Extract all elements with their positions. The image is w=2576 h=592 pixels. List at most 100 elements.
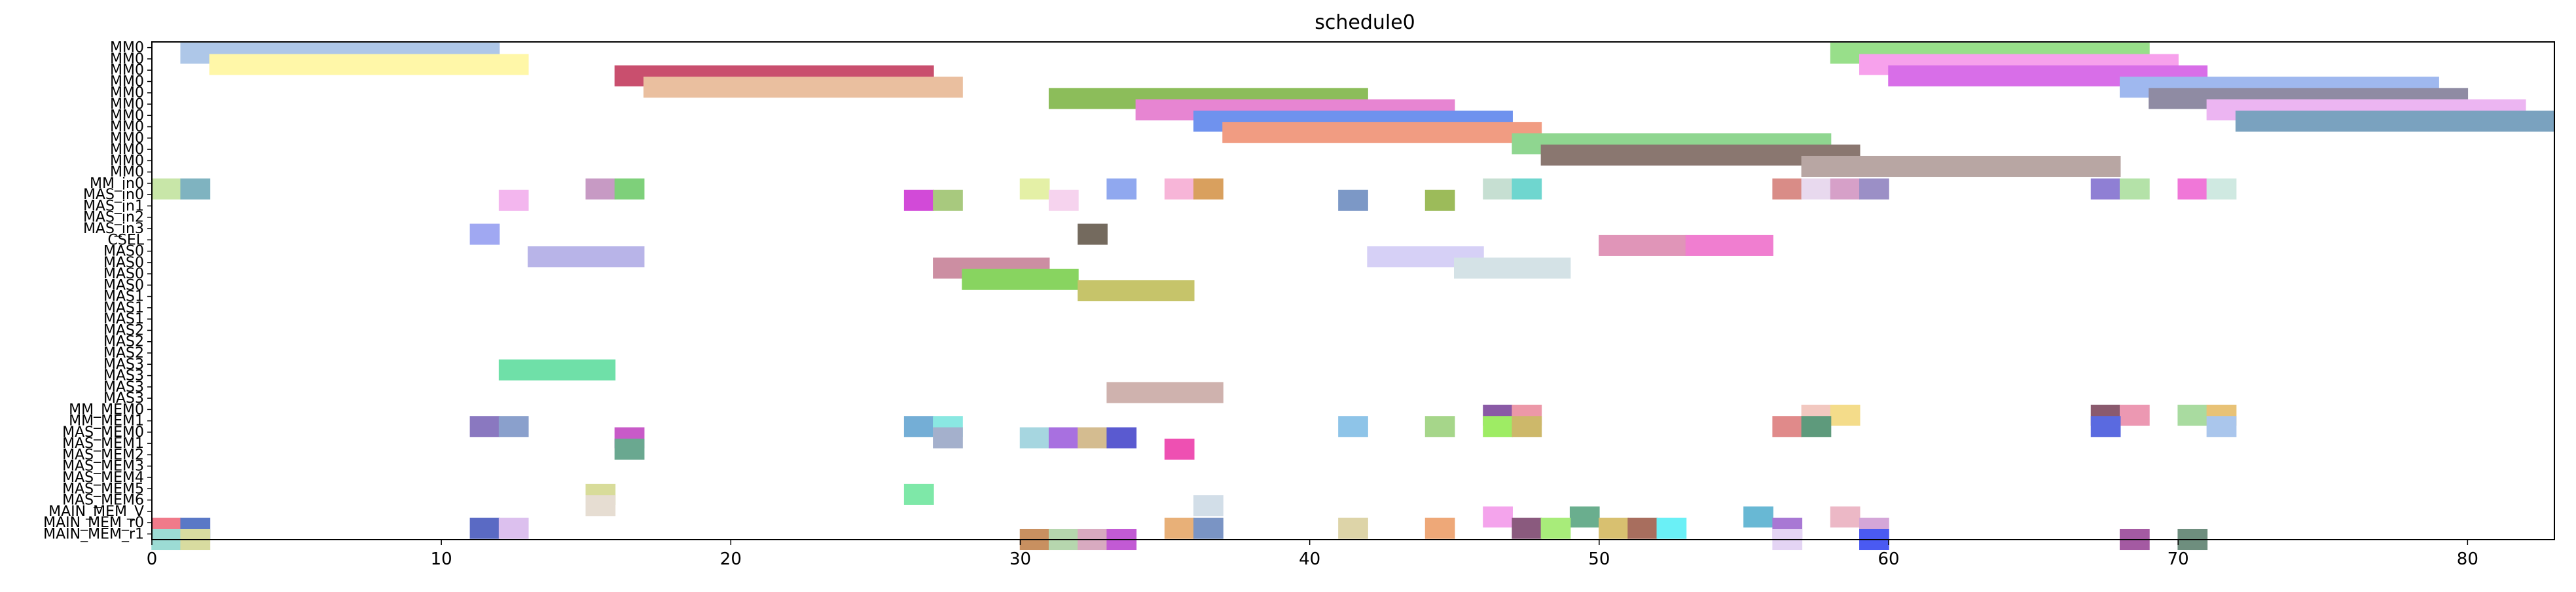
gantt-bar [1019,427,1050,449]
y-tick-label: MAS_MEM3 [62,458,144,475]
gantt-bar [469,517,500,539]
y-tick-label: MAS2 [103,334,144,350]
y-tick-label: MM0 [110,62,144,79]
gantt-bar [1830,506,1860,528]
x-axis: 0 10 20 30 40 50 60 70 80 [147,540,2478,569]
gantt-bar [643,77,963,98]
y-tick-label: MM0 [110,141,144,158]
y-tick-label: MM0 [110,130,144,147]
gantt-bar [1830,178,1860,200]
y-tick-label: MAS_MEM5 [62,481,144,497]
gantt-bar [1078,280,1195,302]
chart-title: schedule0 [1315,11,1415,34]
gantt-bar [933,427,963,449]
gantt-bar [614,178,645,200]
gantt-bar [1483,178,1513,200]
y-tick-label: MAS0 [103,266,144,282]
gantt-bar [1078,427,1108,449]
gantt-bar [1540,517,1571,539]
y-tick-label: MM_MEM1 [69,413,144,430]
y-tick-label: MAS_in0 [83,187,144,203]
y-tick-label: MAIN_MEM_r0 [43,515,144,531]
x-tick-label: 30 [1009,549,1031,569]
y-tick-label: MM0 [110,119,144,136]
gantt-bar [1164,517,1195,539]
y-tick-label: MAS1 [103,300,144,316]
gantt-bar [1048,427,1079,449]
gantt-bar [1048,189,1079,211]
gantt-bar [1454,257,1571,279]
gantt-bar [1801,416,1832,437]
gantt-bar [1424,517,1455,539]
y-tick-label: MAS_in1 [83,198,144,214]
gantt-bar [585,178,616,200]
gantt-bar [1424,189,1455,211]
y-tick-label: MM0 [110,96,144,113]
x-tick-label: 60 [1878,549,1899,569]
gantt-bar [1685,234,1773,256]
y-tick-label: MAS0 [103,244,144,260]
gantt-bar [1106,178,1137,200]
gantt-bar [1222,122,1542,143]
plot-frame [151,41,2555,540]
gantt-bar [933,189,963,211]
gantt-bar [1801,178,1832,200]
y-tick-label: MAS3 [103,390,144,407]
y-tick-label: MAS3 [103,368,144,384]
gantt-bar [1483,416,1513,437]
y-tick-label: MAS3 [103,379,144,396]
gantt-bar [1078,223,1108,245]
y-axis: MM0MM0MM0MM0MM0MM0MM0MM0MM0MM0MM0MM0MM_i… [43,40,152,542]
gantt-bar [209,54,529,75]
gantt-bar [528,246,645,268]
y-tick-label: MAS0 [103,277,144,293]
gantt-bar [1599,234,1687,256]
y-tick-label: MM_MEM0 [69,401,144,418]
gantt-bar [1627,517,1658,539]
gantt-bar [903,416,934,437]
gantt-bar [1483,506,1513,528]
gantt-bar [1106,427,1137,449]
gantt-bar [469,223,500,245]
y-tick-label: MM0 [110,73,144,90]
x-tick-label: 0 [147,549,158,569]
y-tick-label: MM0 [110,153,144,169]
gantt-bar [2090,416,2121,437]
gantt-bar [1193,495,1224,517]
gantt-bar [1338,189,1368,211]
gantt-bar [903,483,934,505]
x-tick-label: 20 [720,549,742,569]
gantt-bar [180,178,211,200]
gantt-bar [1772,416,1803,437]
y-tick-label: MAS_MEM1 [62,435,144,452]
gantt-bar [1743,506,1773,528]
gantt-bar [2120,404,2150,426]
gantt-bar [1106,382,1224,403]
gantt-bar [498,189,529,211]
gantt-bar [2206,178,2237,200]
gantt-bar [1569,506,1600,528]
x-tick-label: 70 [2168,549,2189,569]
y-tick-label: MM_in0 [90,176,144,192]
gantt-bar [498,416,529,437]
y-tick-label: MAS_in2 [83,210,144,226]
gantt-bar [1801,155,2121,177]
gantt-bar [1512,178,1542,200]
x-tick-label: 50 [1588,549,1610,569]
gantt-bar [2090,178,2121,200]
gantt-bar [962,268,1079,290]
gantt-bar [1512,416,1542,437]
bars-layer [151,43,2555,551]
y-tick-label: MAS0 [103,255,144,271]
gantt-bar [498,517,529,539]
y-tick-label: MAIN_MEM_r1 [43,526,144,542]
gantt-bar [1512,517,1542,539]
y-tick-label: MAS2 [103,322,144,339]
gantt-bar [585,495,616,517]
y-tick-label: MAS1 [103,311,144,327]
y-tick-label: MAS_MEM2 [62,447,144,463]
y-tick-label: CSEL [108,232,145,248]
y-tick-label: MAS3 [103,356,144,373]
x-tick-label: 80 [2457,549,2478,569]
